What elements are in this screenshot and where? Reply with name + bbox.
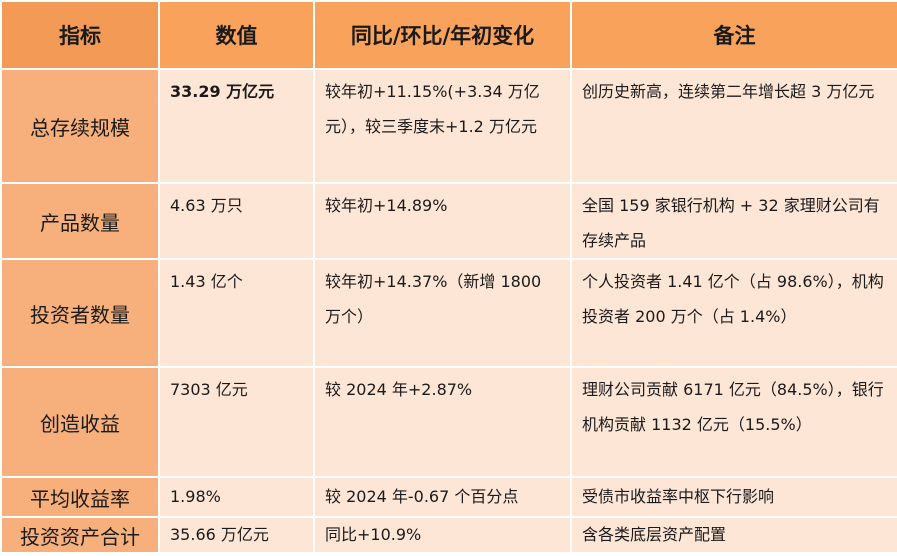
value-cell: 1.43 亿个 — [158, 258, 315, 368]
note-cell: 全国 159 家银行机构 + 32 家理财公司有存续产品 — [570, 182, 897, 260]
header-value: 数值 — [158, 0, 315, 70]
indicator-cell: 总存续规模 — [0, 68, 160, 184]
indicator-cell: 平均收益率 — [0, 476, 160, 518]
value-cell: 1.98% — [158, 476, 315, 518]
change-cell: 较年初+14.89% — [313, 182, 572, 260]
indicator-cell: 产品数量 — [0, 182, 160, 260]
note-cell: 创历史新高，连续第二年增长超 3 万亿元 — [570, 68, 897, 184]
change-cell: 较年初+14.37%（新增 1800 万个） — [313, 258, 572, 368]
indicator-cell: 投资者数量 — [0, 258, 160, 368]
value-cell: 33.29 万亿元 — [158, 68, 315, 184]
change-cell: 较 2024 年+2.87% — [313, 366, 572, 478]
table-row: 平均收益率 1.98% 较 2024 年-0.67 个百分点 受债市收益率中枢下… — [0, 476, 897, 518]
indicator-cell: 创造收益 — [0, 366, 160, 478]
header-note: 备注 — [570, 0, 897, 70]
indicator-cell: 投资资产合计 — [0, 516, 160, 554]
table-row: 投资资产合计 35.66 万亿元 同比+10.9% 含各类底层资产配置 — [0, 516, 897, 554]
header-row: 指标 数值 同比/环比/年初变化 备注 — [0, 0, 897, 70]
change-cell: 较年初+11.15%(+3.34 万亿元），较三季度末+1.2 万亿元 — [313, 68, 572, 184]
table-row: 产品数量 4.63 万只 较年初+14.89% 全国 159 家银行机构 + 3… — [0, 182, 897, 260]
note-cell: 含各类底层资产配置 — [570, 516, 897, 554]
table-row: 总存续规模 33.29 万亿元 较年初+11.15%(+3.34 万亿元），较三… — [0, 68, 897, 184]
header-indicator: 指标 — [0, 0, 160, 70]
note-cell: 受债市收益率中枢下行影响 — [570, 476, 897, 518]
note-cell: 个人投资者 1.41 亿个（占 98.6%），机构投资者 200 万个（占 1.… — [570, 258, 897, 368]
change-cell: 同比+10.9% — [313, 516, 572, 554]
value-cell: 4.63 万只 — [158, 182, 315, 260]
table-row: 投资者数量 1.43 亿个 较年初+14.37%（新增 1800 万个） 个人投… — [0, 258, 897, 368]
change-cell: 较 2024 年-0.67 个百分点 — [313, 476, 572, 518]
value-cell: 35.66 万亿元 — [158, 516, 315, 554]
value-cell: 7303 亿元 — [158, 366, 315, 478]
note-cell: 理财公司贡献 6171 亿元（84.5%），银行机构贡献 1132 亿元（15.… — [570, 366, 897, 478]
header-change: 同比/环比/年初变化 — [313, 0, 572, 70]
table-row: 创造收益 7303 亿元 较 2024 年+2.87% 理财公司贡献 6171 … — [0, 366, 897, 478]
